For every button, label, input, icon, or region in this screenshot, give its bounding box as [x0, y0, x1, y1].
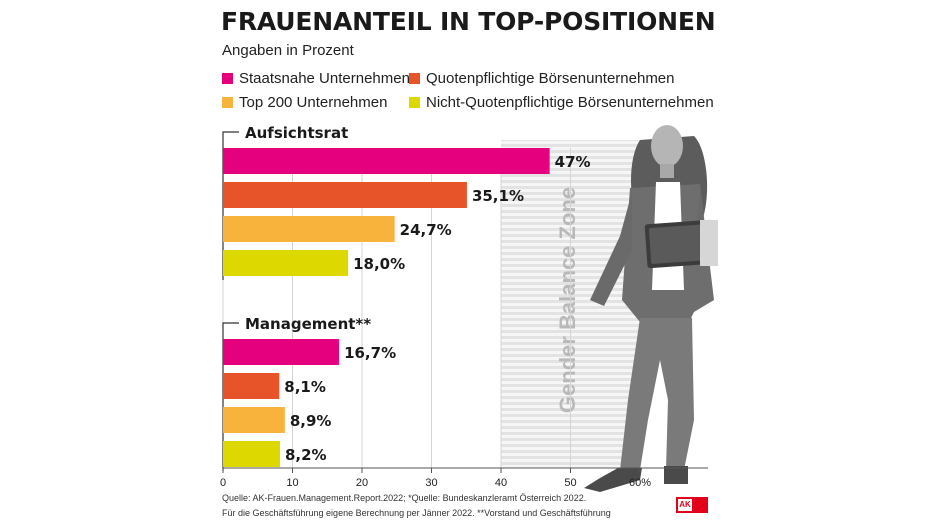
chart-subtitle: Angaben in Prozent: [222, 42, 354, 59]
bar: [223, 407, 285, 433]
bar: [223, 182, 467, 208]
source-line-2: Für die Geschäftsführung eigene Berechnu…: [222, 508, 611, 518]
ak-logo: AK: [676, 497, 708, 513]
legend-item-quotenpflichtige: Quotenpflichtige Börsenunternehmen: [409, 70, 675, 87]
x-tick-label: 50: [564, 477, 576, 489]
x-tick-label: 20: [356, 477, 368, 489]
bar: [223, 441, 280, 467]
bar-value-label: 16,7%: [344, 344, 396, 362]
bar: [223, 373, 280, 399]
legend-swatch: [409, 97, 420, 108]
x-tick-label: 60%: [629, 477, 651, 489]
source-line-1: Quelle: AK-Frauen.Management.Report.2022…: [222, 493, 587, 503]
bar-value-label: 47%: [555, 153, 591, 171]
x-tick-label: 40: [495, 477, 507, 489]
x-tick-label: 0: [220, 477, 226, 489]
legend-swatch: [222, 73, 233, 84]
bar-value-label: 8,2%: [285, 446, 327, 464]
chart-title: FRAUENANTEIL IN TOP-POSITIONEN: [221, 7, 716, 36]
bar: [223, 339, 340, 365]
x-tick-label: 30: [425, 477, 437, 489]
group-label: Aufsichtsrat: [245, 124, 348, 142]
legend-label: Nicht-Quotenpflichtige Börsenunternehmen: [426, 94, 714, 111]
ak-logo-mark: AK: [678, 499, 692, 511]
bar-value-label: 35,1%: [472, 187, 524, 205]
group-label: Management**: [245, 315, 371, 333]
bar-value-label: 18,0%: [353, 255, 405, 273]
bar: [223, 250, 349, 276]
legend-label: Quotenpflichtige Börsenunternehmen: [426, 70, 675, 87]
legend-label: Staatsnahe Unternehmen*: [239, 70, 416, 87]
legend-swatch: [222, 97, 233, 108]
x-tick-label: 10: [286, 477, 298, 489]
legend-item-staatsnahe: Staatsnahe Unternehmen*: [222, 70, 416, 87]
bar-value-label: 8,9%: [290, 412, 332, 430]
woman-illustration: [584, 125, 718, 492]
bar-value-label: 8,1%: [284, 378, 326, 396]
gender-balance-zone-label: Gender Balance Zone: [555, 187, 580, 413]
legend-item-nicht-quotenpflichtige: Nicht-Quotenpflichtige Börsenunternehmen: [409, 94, 714, 111]
legend-item-top200: Top 200 Unternehmen: [222, 94, 387, 111]
bar-value-label: 24,7%: [400, 221, 452, 239]
legend-label: Top 200 Unternehmen: [239, 94, 388, 111]
bar: [223, 148, 550, 174]
legend-swatch: [409, 73, 420, 84]
bar: [223, 216, 395, 242]
